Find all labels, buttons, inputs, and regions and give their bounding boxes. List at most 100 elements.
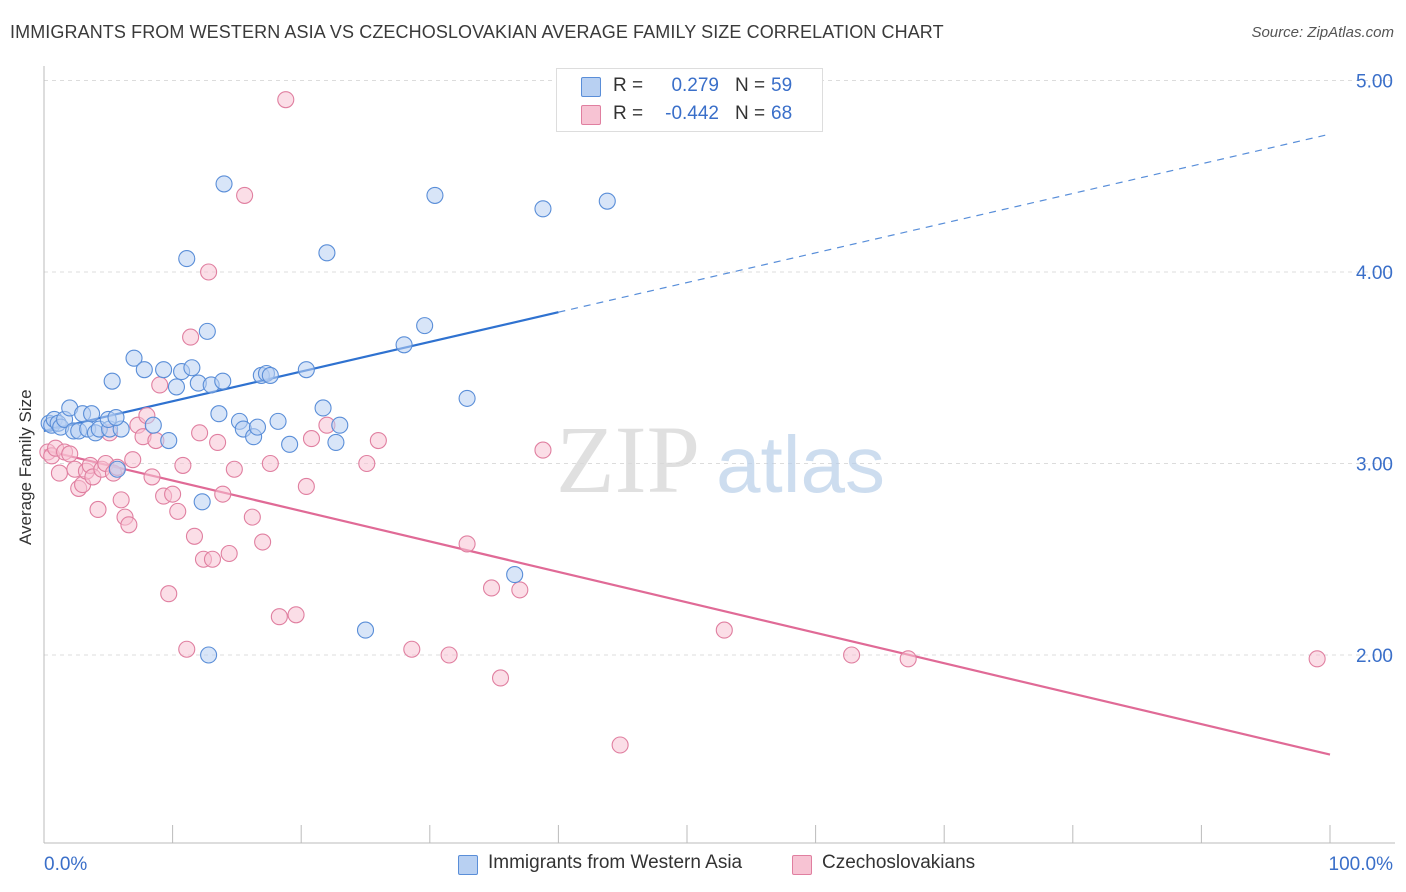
point-czechoslovakians [50,464,68,482]
point-czechoslovakians [185,527,204,545]
point-western-asia [167,378,186,396]
point-czechoslovakians [270,608,288,626]
legend-r-label: R = [613,103,644,124]
point-western-asia [506,566,524,584]
legend-r-value: 0.279 [671,75,719,96]
watermark-atlas: atlas [716,420,885,509]
point-czechoslovakians [143,468,161,486]
point-western-asia [144,416,162,434]
point-western-asia [248,418,267,436]
point-western-asia [183,359,201,377]
point-western-asia [103,372,121,390]
legend-swatch-blue [581,77,601,97]
point-western-asia [331,416,349,434]
point-czechoslovakians [297,477,315,496]
point-western-asia [108,460,126,478]
point-western-asia [198,322,216,340]
point-western-asia [269,412,287,430]
point-czechoslovakians [220,544,238,563]
point-czechoslovakians [715,621,733,639]
watermark: ZIP atlas [556,406,885,513]
y-tick-label: 4.00 [1356,263,1393,284]
watermark-zip: ZIP [556,406,700,513]
point-czechoslovakians [89,500,107,519]
legend-n-value: 68 [771,103,793,124]
point-czechoslovakians [112,491,130,509]
point-czechoslovakians [277,91,295,109]
point-czechoslovakians [843,646,861,664]
point-western-asia [193,493,211,511]
point-czechoslovakians [358,454,376,473]
point-western-asia [135,361,153,379]
series-swatch-blue [458,855,478,875]
point-western-asia [155,361,173,379]
point-western-asia [178,250,196,268]
point-western-asia [356,621,375,639]
y-tick-labels: 2.00 3.00 4.00 5.00 [1356,72,1393,668]
legend-r-value: -0.442 [665,103,719,124]
point-czechoslovakians [899,650,917,668]
legend-n-label: N = [735,75,766,96]
point-czechoslovakians [403,640,421,658]
point-western-asia [395,336,413,354]
trend-line-czechoslovakians [43,449,1331,756]
point-western-asia [107,408,125,427]
grid-lines [44,80,1395,656]
point-czechoslovakians [261,454,279,473]
series-swatch-pink [792,855,812,875]
legend-row-series1: R = 0.279 N = 59 [557,73,822,99]
y-tick-label: 5.00 [1356,72,1393,93]
point-czechoslovakians [287,606,305,624]
legend-n-value: 59 [771,75,793,96]
x-tick-labels: 0.0% 100.0% [44,854,1393,875]
legend-r-label: R = [613,75,644,96]
point-czechoslovakians [209,433,227,451]
point-czechoslovakians [482,579,501,597]
legend-swatch-pink [581,105,601,125]
point-western-asia [261,366,279,384]
point-western-asia [210,405,228,423]
point-czechoslovakians [369,431,387,450]
point-western-asia [327,433,345,451]
point-western-asia [318,244,336,262]
x-tick-label: 100.0% [1329,854,1394,875]
series-legend: Immigrants from Western Asia Czechoslova… [0,852,1406,878]
series-legend-label: Czechoslovakians [822,852,976,873]
point-czechoslovakians [120,516,138,534]
point-western-asia [426,186,444,204]
series-legend-label: Immigrants from Western Asia [488,852,743,873]
point-czechoslovakians [254,533,272,551]
point-czechoslovakians [191,424,209,442]
legend-row-series2: R = -0.442 N = 68 [557,101,822,127]
y-tick-label: 3.00 [1356,455,1393,476]
point-czechoslovakians [200,263,218,281]
point-czechoslovakians [534,441,552,459]
point-western-asia [314,399,332,417]
point-czechoslovakians [440,646,458,664]
point-czechoslovakians [611,736,629,754]
chart-title: IMMIGRANTS FROM WESTERN ASIA VS CZECHOSL… [10,22,944,42]
data-points [39,91,1326,754]
point-western-asia [598,192,616,210]
point-czechoslovakians [164,485,182,503]
point-czechoslovakians [61,445,79,463]
chart-source: Source: ZipAtlas.com [1251,24,1394,41]
point-czechoslovakians [203,550,222,568]
point-czechoslovakians [225,460,243,478]
point-czechoslovakians [182,328,200,346]
y-axis-label: Average Family Size [16,389,35,545]
point-czechoslovakians [1308,650,1326,668]
point-western-asia [416,317,434,335]
point-czechoslovakians [511,581,529,599]
trend-line-western-asia-extension [558,133,1331,313]
point-western-asia [534,200,552,218]
correlation-legend: R = 0.279 N = 59 R = -0.442 N = 68 [556,68,823,132]
point-czechoslovakians [124,451,142,469]
point-czechoslovakians [491,669,510,687]
point-czechoslovakians [302,430,321,448]
point-western-asia [160,431,178,450]
point-czechoslovakians [160,585,178,603]
point-western-asia [297,361,315,379]
point-czechoslovakians [214,485,232,503]
